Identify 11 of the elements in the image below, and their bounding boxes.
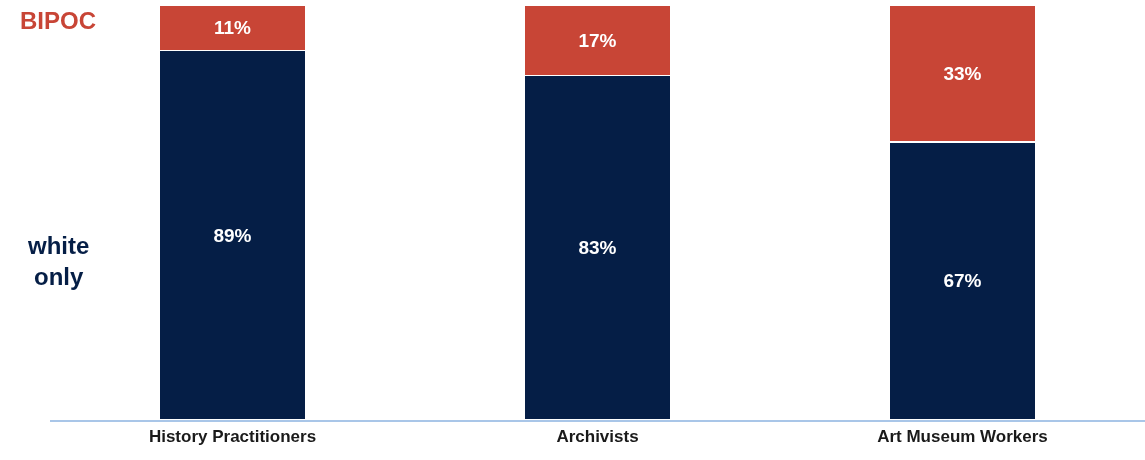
x-tick-label: Art Museum Workers — [877, 427, 1048, 447]
data-label: 89% — [213, 224, 252, 246]
text: BIPOC — [20, 7, 97, 34]
x-tick-label: Archivists — [556, 427, 639, 447]
data-label: 17% — [578, 29, 617, 51]
text: white only — [27, 232, 90, 291]
data-label: 67% — [943, 270, 982, 292]
data-label: 11% — [213, 17, 252, 39]
data-label: 83% — [578, 237, 617, 259]
x-tick-label: History Practitioners — [148, 427, 317, 447]
data-label: 33% — [943, 62, 982, 84]
